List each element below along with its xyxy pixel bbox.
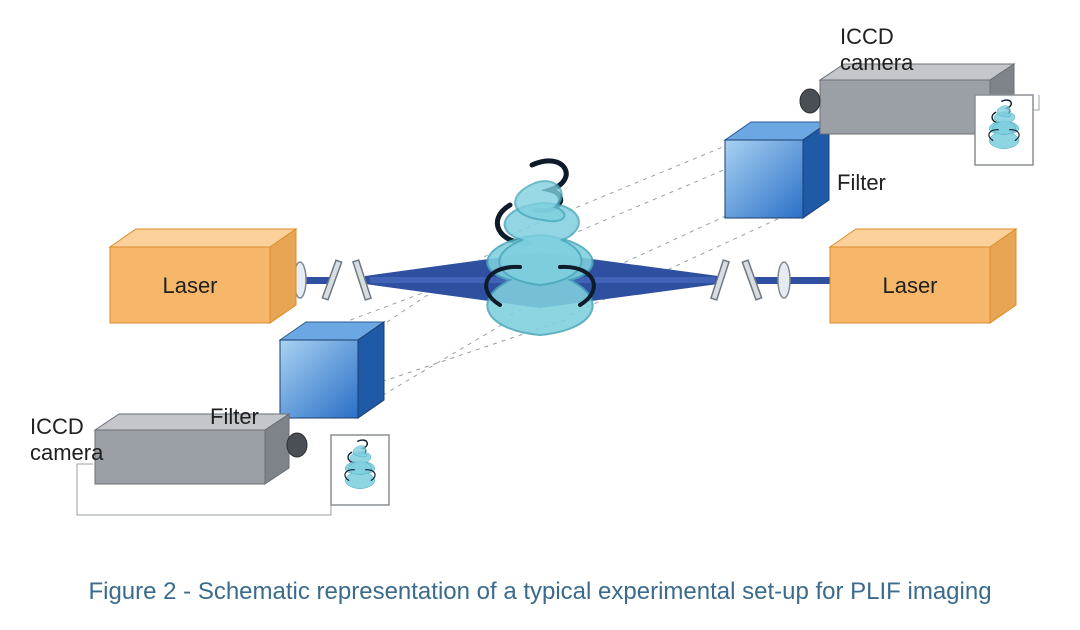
diagram-stage: Laser Laser Figure 2 - Schematic represen… xyxy=(0,0,1080,630)
label-camera-ll: ICCD camera xyxy=(30,414,103,466)
label-filter-ll: Filter xyxy=(210,404,259,430)
label-camera-ur: ICCD camera xyxy=(840,24,913,76)
label-filter-ur: Filter xyxy=(837,170,886,196)
diagram-svg: Laser Laser xyxy=(0,0,1080,560)
svg-text:Laser: Laser xyxy=(162,273,217,298)
figure-caption: Figure 2 - Schematic representation of a… xyxy=(0,578,1080,606)
svg-text:Laser: Laser xyxy=(882,273,937,298)
